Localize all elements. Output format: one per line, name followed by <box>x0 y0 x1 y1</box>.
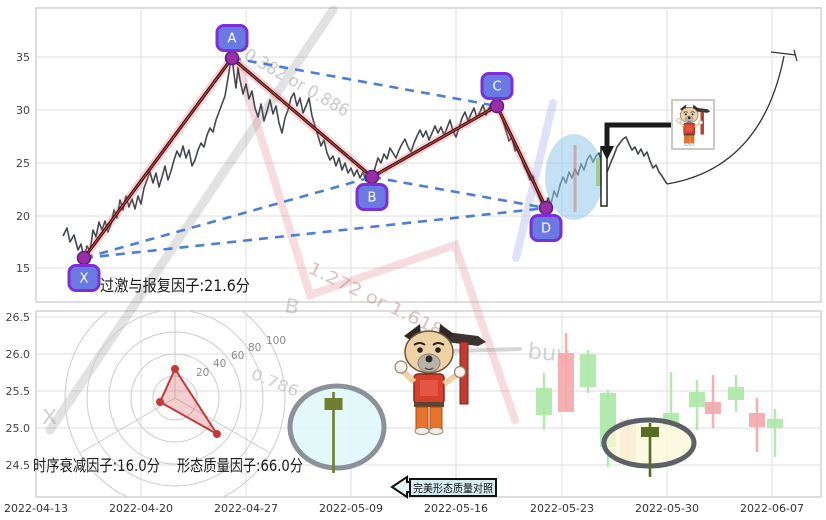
ghost-watermark-text: X <box>42 405 57 429</box>
x-axis-date-label: 2022-06-07 <box>740 502 804 515</box>
y-axis-label: 25.5 <box>6 385 31 398</box>
pattern-marker-D[interactable]: D <box>529 200 563 242</box>
ghost-watermark-text: 0.786 <box>249 365 302 400</box>
pane-border <box>35 7 822 303</box>
y-axis-label: 15 <box>16 262 30 275</box>
pattern-marker-box <box>529 214 563 242</box>
perfect-hammer-body <box>324 398 343 410</box>
compare-button[interactable]: 完美形态质量对照 <box>390 475 497 499</box>
pattern-marker-box <box>355 183 389 211</box>
compare-button-label: 完美形态质量对照 <box>413 481 493 495</box>
x-axis-date-label: 2022-05-16 <box>424 502 488 515</box>
quality-factor-text: 形态质量因子:66.0分 <box>177 456 303 475</box>
y-axis-label: 20 <box>16 210 30 223</box>
pattern-point-dot <box>489 98 505 114</box>
x-axis-date-label: 2022-04-27 <box>214 502 278 515</box>
projection-curve-cap <box>770 49 798 62</box>
pattern-point-dot <box>538 200 554 216</box>
y-axis-label: 26.0 <box>6 348 31 361</box>
highlight-annotation-layer <box>287 49 798 477</box>
radar-tick-label: 80 <box>248 342 261 354</box>
pattern-marker-letter: X <box>80 272 89 287</box>
pattern-marker-X[interactable]: X <box>67 250 101 292</box>
ghost-pattern-stroke <box>233 56 519 424</box>
fib-dashed-layer <box>83 56 547 260</box>
radar-chart: 20 40 60 80 100 <box>64 311 286 497</box>
pattern-point-dot <box>76 250 92 266</box>
radar-tick-label: 20 <box>196 367 209 379</box>
fib-dashed-line <box>83 206 547 260</box>
pattern-marker-layer: X A B C D <box>67 24 563 292</box>
overreaction-factor-text: 过激与报复因子:21.6分 <box>100 276 250 295</box>
radar-tick-label: 100 <box>266 335 286 347</box>
y-axis-label: 25.0 <box>6 422 31 435</box>
pattern-marker-box <box>67 264 101 292</box>
radar-tick-label: 40 <box>213 358 226 370</box>
fib-dashed-line <box>231 56 498 108</box>
pattern-marker-box <box>215 24 249 52</box>
y-axis-label: 26.5 <box>6 311 31 324</box>
radar-ring <box>86 311 264 487</box>
pattern-marker-C[interactable]: C <box>480 72 514 114</box>
x-axis-date-label: 2022-04-13 <box>4 502 68 515</box>
perfect-hammer-body <box>641 427 659 437</box>
pattern-point-dot <box>224 50 240 66</box>
candle-body <box>728 387 744 400</box>
candle-body <box>767 419 783 428</box>
elbow-arrow-head <box>600 146 614 160</box>
candle-body <box>558 353 574 412</box>
elbow-arrow <box>604 122 672 146</box>
radar-tick-label: 60 <box>231 350 244 362</box>
radar-factor-polygon <box>158 366 218 435</box>
projection-curve <box>666 55 785 185</box>
pattern-marker-A[interactable]: A <box>215 24 249 66</box>
pattern-marker-letter: C <box>492 80 501 95</box>
pattern-marker-letter: A <box>228 32 237 47</box>
radar-axis <box>174 397 271 454</box>
y-axis-label: 30 <box>16 104 30 117</box>
y-axis-label: 24.5 <box>6 459 31 472</box>
ghost-pattern-stroke <box>45 5 338 435</box>
radar-ring <box>64 311 286 497</box>
candle-body <box>705 402 721 414</box>
y-axis-label: 25 <box>16 157 30 170</box>
radar-vertex-dot <box>156 398 164 406</box>
candle-body <box>689 392 705 407</box>
candle-body <box>536 388 552 415</box>
fib-dashed-line <box>83 175 373 260</box>
candle-body <box>749 413 765 427</box>
candle-body <box>580 354 596 387</box>
pattern-marker-B[interactable]: B <box>355 169 389 211</box>
x-axis-date-label: 2022-05-30 <box>635 502 699 515</box>
comparison-ellipse-left <box>287 383 387 471</box>
compare-button-box <box>409 478 497 497</box>
pattern-marker-box <box>480 72 514 100</box>
x-axis-date-label: 2022-05-23 <box>530 502 594 515</box>
small-green-candle <box>596 158 602 186</box>
ghost-watermark-text: B <box>283 293 301 319</box>
mascot-dog-large <box>395 324 486 435</box>
x-axis-date-label: 2022-05-09 <box>319 502 383 515</box>
time-decay-factor-text: 时序衰减因子:16.0分 <box>33 456 160 475</box>
radar-vertex-dot <box>171 365 179 373</box>
radar-vertex-dot <box>213 430 221 438</box>
x-axis-date-label: 2022-04-20 <box>109 502 173 515</box>
axis-label-layer: 35 30 25 20 15 26.5 26.0 25.5 25.0 24.5 2022-04-13… <box>4 51 804 515</box>
y-axis-label: 35 <box>16 51 30 64</box>
radar-axis <box>79 397 176 454</box>
pattern-point-dot <box>364 169 380 185</box>
fib-dashed-line <box>371 175 547 210</box>
pattern-marker-letter: B <box>368 191 377 206</box>
pattern-marker-letter: D <box>541 222 551 237</box>
